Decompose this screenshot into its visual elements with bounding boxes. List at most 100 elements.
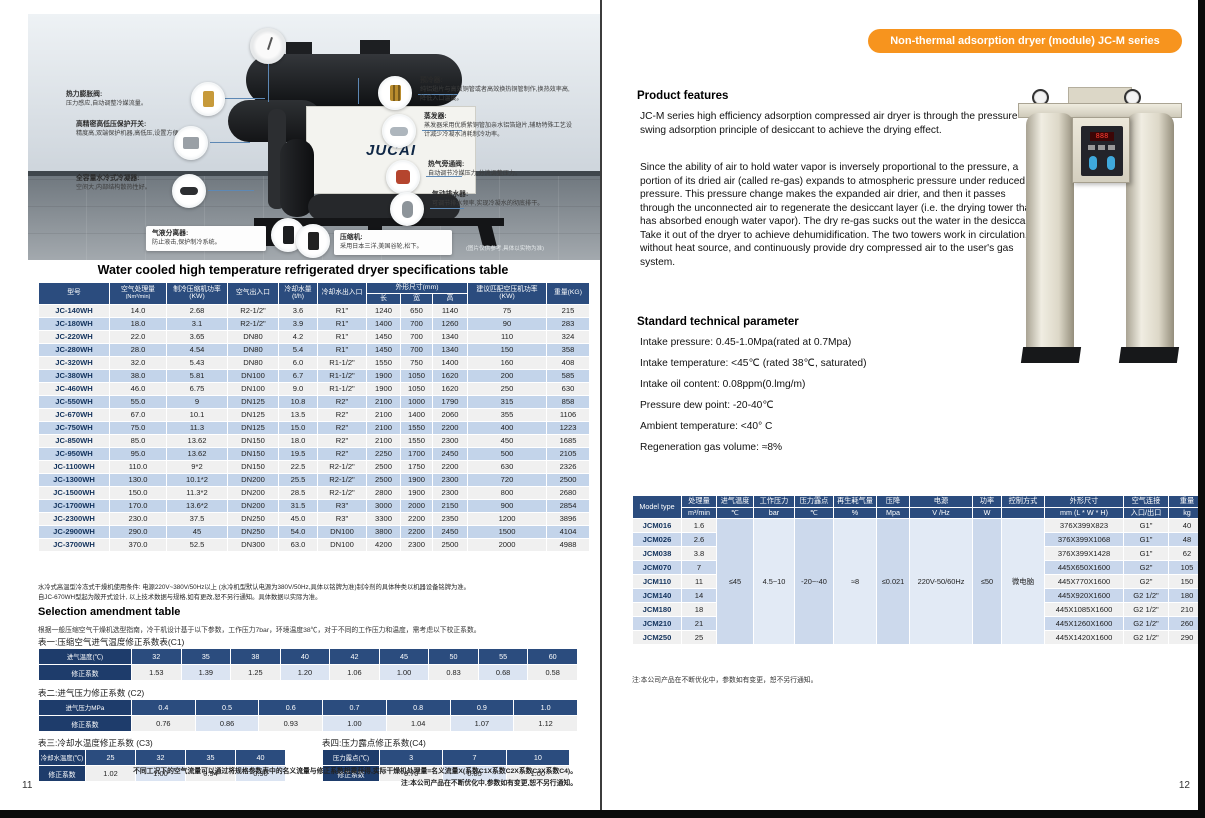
corr-row-label: 修正系数 <box>39 716 131 731</box>
callout-line <box>358 78 359 104</box>
cell: 0.90 <box>236 766 285 781</box>
cell: JC-180WH <box>39 317 109 330</box>
cell: 2500 <box>433 538 468 551</box>
cell: 55.0 <box>110 395 166 408</box>
series-badge: Non-thermal adsorption dryer (module) JC… <box>868 29 1182 53</box>
tank-flange <box>360 40 390 58</box>
cell: 62 <box>1169 547 1205 561</box>
page-divider <box>600 0 602 818</box>
jcm-row: JCM110 11 445X770X1600 G2" 150 <box>633 575 1205 589</box>
c3-table: 冷却水温度(℃) 25 32 35 40 修正系数 1.02 1.00 0.94 0.90 <box>38 749 286 782</box>
cell: 46.0 <box>110 382 166 395</box>
cell: 2450 <box>433 447 468 460</box>
corr-value-header: 0.4 <box>132 700 195 715</box>
callout-title: 气液分离器: <box>152 230 189 237</box>
callout-line <box>430 208 464 209</box>
cell: 445X920X1600 <box>1045 589 1123 603</box>
callout-desc: 精度高,双端保护机器,高低压,设置方便。 <box>76 129 185 137</box>
cell: 15.0 <box>279 421 317 434</box>
callout-title: 压缩机: <box>340 234 363 241</box>
corr-row-label: 修正系数 <box>39 665 131 680</box>
callout-expansion-valve: 热力膨胀阀: 压力感应,自动调整冷媒流量。 <box>66 90 204 109</box>
cell: 54.0 <box>279 525 317 538</box>
callout-desc: 防止液击,保护制冷系统。 <box>152 238 221 246</box>
condenser-icon <box>172 174 206 208</box>
cell: 1.6 <box>682 519 716 533</box>
jcm-header-row: Model type 处理量 进气温度 工作压力 压力露点 再生耗气量 压降 电… <box>633 496 1205 519</box>
footnote-formula: 不同工况下的空气流量可以通过将规格参数表中的名义流量与修正系数相乘获得,实际干燥… <box>133 768 577 775</box>
callout-desc: 空间大,内部结构散热性好。 <box>76 183 151 191</box>
hot-gas-bypass-valve-icon <box>386 160 420 194</box>
cell: 2000 <box>468 538 547 551</box>
col-header-dims: 外形尺寸(mm) <box>367 283 468 293</box>
cell: R2-1/2" <box>318 473 366 486</box>
cell: 1.25 <box>231 665 280 680</box>
cell: 2200 <box>433 460 468 473</box>
cell: G2 1/2" <box>1124 631 1168 645</box>
cell: 9.0 <box>279 382 317 395</box>
cell: 700 <box>401 330 432 343</box>
cell: JC-850WH <box>39 434 109 447</box>
cell: 1900 <box>367 369 400 382</box>
col-unit: % <box>834 507 876 519</box>
cell: 2200 <box>401 525 432 538</box>
cell: JCM140 <box>633 589 681 603</box>
cell: 3.65 <box>167 330 227 343</box>
cell: JC-950WH <box>39 447 109 460</box>
cell: 408 <box>547 356 590 369</box>
cell: 1050 <box>401 382 432 395</box>
cell: JCM210 <box>633 617 681 631</box>
controller-box: 888 <box>1072 117 1130 183</box>
cell: DN200 <box>228 486 278 499</box>
cell: 290 <box>1169 631 1205 645</box>
cell: 170.0 <box>110 499 166 512</box>
cell: JCM070 <box>633 561 681 575</box>
corr-row: 压力露点(℃) 3 7 10 <box>323 750 569 765</box>
cell: 21 <box>682 617 716 631</box>
dryer-cabinet: JUCAI <box>306 106 476 194</box>
callout-line <box>225 98 265 99</box>
corr-value-header: 42 <box>330 649 379 664</box>
controller-panel: 888 <box>1081 126 1123 176</box>
cell: 52.5 <box>167 538 227 551</box>
footnote-disclaimer: 注:本公司产品在不断优化中,参数如有变更,恕不另行通知。 <box>401 779 577 787</box>
col-header-match: 建议匹配空压机功率(KW) <box>468 283 547 304</box>
cell: 1106 <box>547 408 590 421</box>
cell: 1140 <box>433 304 468 317</box>
features-paragraph-2: Since the ability of air to hold water v… <box>640 162 1037 268</box>
pressure-switch-icon <box>174 126 208 160</box>
air-drain-icon <box>390 192 424 226</box>
cell: 1.00 <box>323 716 386 731</box>
corr-row-label: 进气温度(℃) <box>39 649 131 664</box>
col-header-model: 型号 <box>39 283 109 304</box>
col-unit: m³/min <box>682 507 716 519</box>
cell: R2" <box>318 421 366 434</box>
cell: DN300 <box>228 538 278 551</box>
cell: 1.00 <box>379 665 429 680</box>
bottom-edge <box>0 810 1205 818</box>
cell: JC-320WH <box>39 356 109 369</box>
cell: 2500 <box>367 473 400 486</box>
col-unit: ℃ <box>795 507 833 519</box>
c4-table: 压力露点(℃) 3 7 10 修正系数 0.70 0.85 1.00 <box>322 749 570 782</box>
callout-title: 热气旁通阀: <box>428 161 465 168</box>
spec-row: JC-550WH 55.0 9 DN125 10.8 R2" 2100 1000 1790 315… <box>39 395 590 408</box>
cell: 2000 <box>401 499 432 512</box>
corr-value-header: 0.7 <box>323 700 386 715</box>
cell: 1400 <box>367 317 400 330</box>
cell: 4104 <box>547 525 590 538</box>
cell: 2854 <box>547 499 590 512</box>
cell: 2200 <box>433 421 468 434</box>
col-unit: mm (L * W * H) <box>1045 507 1123 519</box>
c2-table: 进气压力MPa 0.4 0.5 0.6 0.7 0.8 0.9 1.0 修正系数 0.76 0.86… <box>38 699 578 732</box>
cell: JCM180 <box>633 603 681 617</box>
cell: R2" <box>318 395 366 408</box>
cell: DN200 <box>228 499 278 512</box>
col-header-label: 空气处理量 <box>121 286 155 294</box>
cell: JC-140WH <box>39 304 109 317</box>
cell: JCM026 <box>633 533 681 547</box>
cell: 3.8 <box>682 547 716 561</box>
cell: JCM250 <box>633 631 681 645</box>
jcm-row: JCM250 25 445X1420X1600 G2 1/2" 290 <box>633 631 1205 645</box>
col-header-height: 高 <box>433 293 468 304</box>
